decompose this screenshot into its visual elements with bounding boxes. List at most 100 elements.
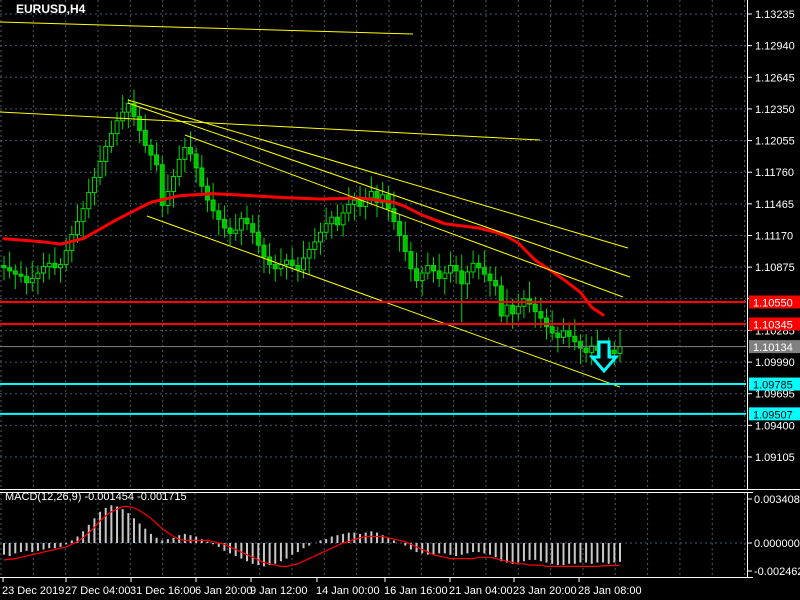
candle-body: [261, 244, 267, 258]
candle-body: [120, 111, 126, 122]
candle-body: [108, 133, 114, 147]
candle-body: [301, 257, 307, 271]
candle-body: [544, 317, 550, 328]
candle-body: [436, 270, 442, 279]
price-axis-label: 1.11170: [755, 230, 793, 242]
macd-axis-label: 0.003408: [754, 494, 800, 506]
trendline[interactable]: [127, 102, 631, 278]
candle-body: [617, 346, 623, 354]
candle-body: [142, 129, 148, 146]
chart-symbol-title: EURUSD,H4: [16, 2, 86, 16]
candle-body: [221, 218, 227, 229]
macd-indicator-label: MACD(12,26,9) -0.001454 -0.001715: [5, 491, 187, 503]
candle-body: [24, 275, 30, 284]
macd-axis-label: 0.000000: [754, 538, 800, 550]
candle-body: [216, 210, 222, 220]
price-axis-label: 1.11760: [755, 167, 794, 179]
candle-body: [498, 285, 504, 317]
candle-body: [199, 167, 205, 187]
candle-body: [86, 192, 92, 210]
candle-body: [532, 303, 538, 313]
candle-body: [74, 221, 80, 235]
candle-body: [1, 265, 7, 269]
candle-body: [154, 154, 160, 166]
candle-body: [470, 262, 476, 273]
candle-body: [453, 265, 459, 272]
trendline[interactable]: [184, 134, 624, 298]
support-badge: [749, 407, 800, 421]
candle-body: [187, 147, 193, 155]
macd-axis-label: -0.002462: [754, 566, 800, 578]
candle-body: [566, 330, 572, 337]
candle-body: [515, 305, 521, 315]
candle-body: [284, 259, 290, 265]
candle-body: [91, 177, 97, 194]
candle-body: [510, 304, 516, 315]
candle-body: [12, 270, 18, 275]
candle-body: [611, 349, 617, 354]
trendline[interactable]: [0, 21, 414, 35]
candle-body: [493, 280, 499, 287]
candle-body: [425, 265, 431, 274]
candle-body: [334, 216, 340, 226]
price-axis-label: 1.09400: [755, 420, 795, 432]
support-badge-label: 1.09785: [753, 380, 793, 392]
candle-body: [340, 212, 346, 226]
candle-body: [244, 217, 250, 225]
trendline[interactable]: [0, 111, 541, 141]
candle-body: [159, 164, 165, 206]
candle-body: [18, 273, 24, 277]
time-axis-label: 6 Jan 20:00: [195, 585, 253, 597]
candle-body: [148, 144, 154, 156]
candle-body: [255, 231, 261, 246]
candle-body: [481, 267, 487, 275]
resistance-badge: [749, 317, 800, 331]
candle-body: [402, 234, 408, 253]
candle-body: [250, 223, 256, 233]
candle-body: [487, 273, 493, 282]
candle-body: [572, 335, 578, 343]
candle-body: [317, 231, 323, 243]
ma-line: [2, 192, 605, 317]
candle-body: [58, 263, 64, 269]
time-axis-label: 23 Jan 20:00: [513, 585, 577, 597]
candle-body: [7, 267, 13, 272]
time-axis-label: 23 Dec 2019: [2, 585, 64, 597]
current-price-badge: [749, 340, 800, 354]
candle-body: [103, 145, 109, 162]
price-axis-label: 1.12940: [755, 41, 795, 53]
support-badge-label: 1.09507: [753, 409, 793, 421]
candle-body: [323, 223, 329, 233]
candle-body: [35, 272, 41, 279]
time-axis-label: 14 Jan 00:00: [316, 585, 380, 597]
candle-body: [346, 203, 352, 214]
candle-body: [560, 330, 566, 338]
candle-body: [46, 262, 52, 268]
time-axis-label: 9 Jan 12:00: [250, 585, 308, 597]
candle-body: [97, 160, 103, 179]
price-axis-label: 1.10875: [755, 262, 795, 274]
candle-body: [357, 199, 363, 208]
candle-body: [193, 153, 199, 169]
candle-body: [137, 115, 143, 131]
candle-body: [125, 103, 131, 113]
trendline[interactable]: [127, 99, 629, 249]
candle-body: [233, 229, 239, 234]
candle-body: [171, 176, 177, 193]
candle-body: [29, 277, 35, 284]
candle-body: [414, 268, 420, 282]
candle-body: [63, 250, 69, 265]
candle-body: [549, 326, 555, 334]
resistance-badge-label: 1.10345: [753, 319, 793, 331]
candle-body: [210, 199, 216, 212]
price-axis-label: 1.13235: [755, 9, 795, 21]
price-axis-label: 1.11465: [755, 199, 794, 211]
time-axis-label: 21 Jan 04:00: [449, 585, 513, 597]
support-badge: [749, 377, 800, 391]
sell-arrow-icon[interactable]: [588, 340, 620, 374]
candle-body: [583, 347, 589, 353]
candle-body: [589, 345, 595, 353]
time-axis-label: 16 Jan 16:00: [384, 585, 448, 597]
